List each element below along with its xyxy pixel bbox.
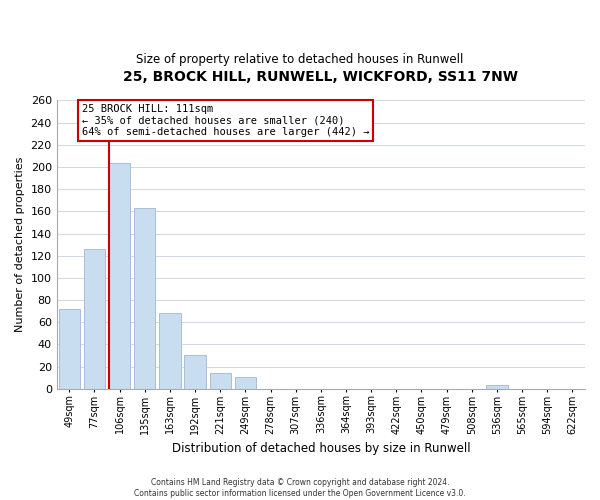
Bar — [209, 373, 231, 388]
Bar — [159, 314, 181, 388]
Bar — [184, 356, 206, 388]
Text: Contains HM Land Registry data © Crown copyright and database right 2024.
Contai: Contains HM Land Registry data © Crown c… — [134, 478, 466, 498]
Bar — [134, 208, 155, 388]
Bar — [59, 309, 80, 388]
X-axis label: Distribution of detached houses by size in Runwell: Distribution of detached houses by size … — [172, 442, 470, 455]
Bar — [486, 386, 508, 388]
Bar — [109, 162, 130, 388]
Title: 25, BROCK HILL, RUNWELL, WICKFORD, SS11 7NW: 25, BROCK HILL, RUNWELL, WICKFORD, SS11 … — [124, 70, 518, 84]
Y-axis label: Number of detached properties: Number of detached properties — [15, 157, 25, 332]
Bar — [84, 249, 105, 388]
Text: 25 BROCK HILL: 111sqm
← 35% of detached houses are smaller (240)
64% of semi-det: 25 BROCK HILL: 111sqm ← 35% of detached … — [82, 104, 370, 137]
Bar — [235, 376, 256, 388]
Text: Size of property relative to detached houses in Runwell: Size of property relative to detached ho… — [136, 52, 464, 66]
